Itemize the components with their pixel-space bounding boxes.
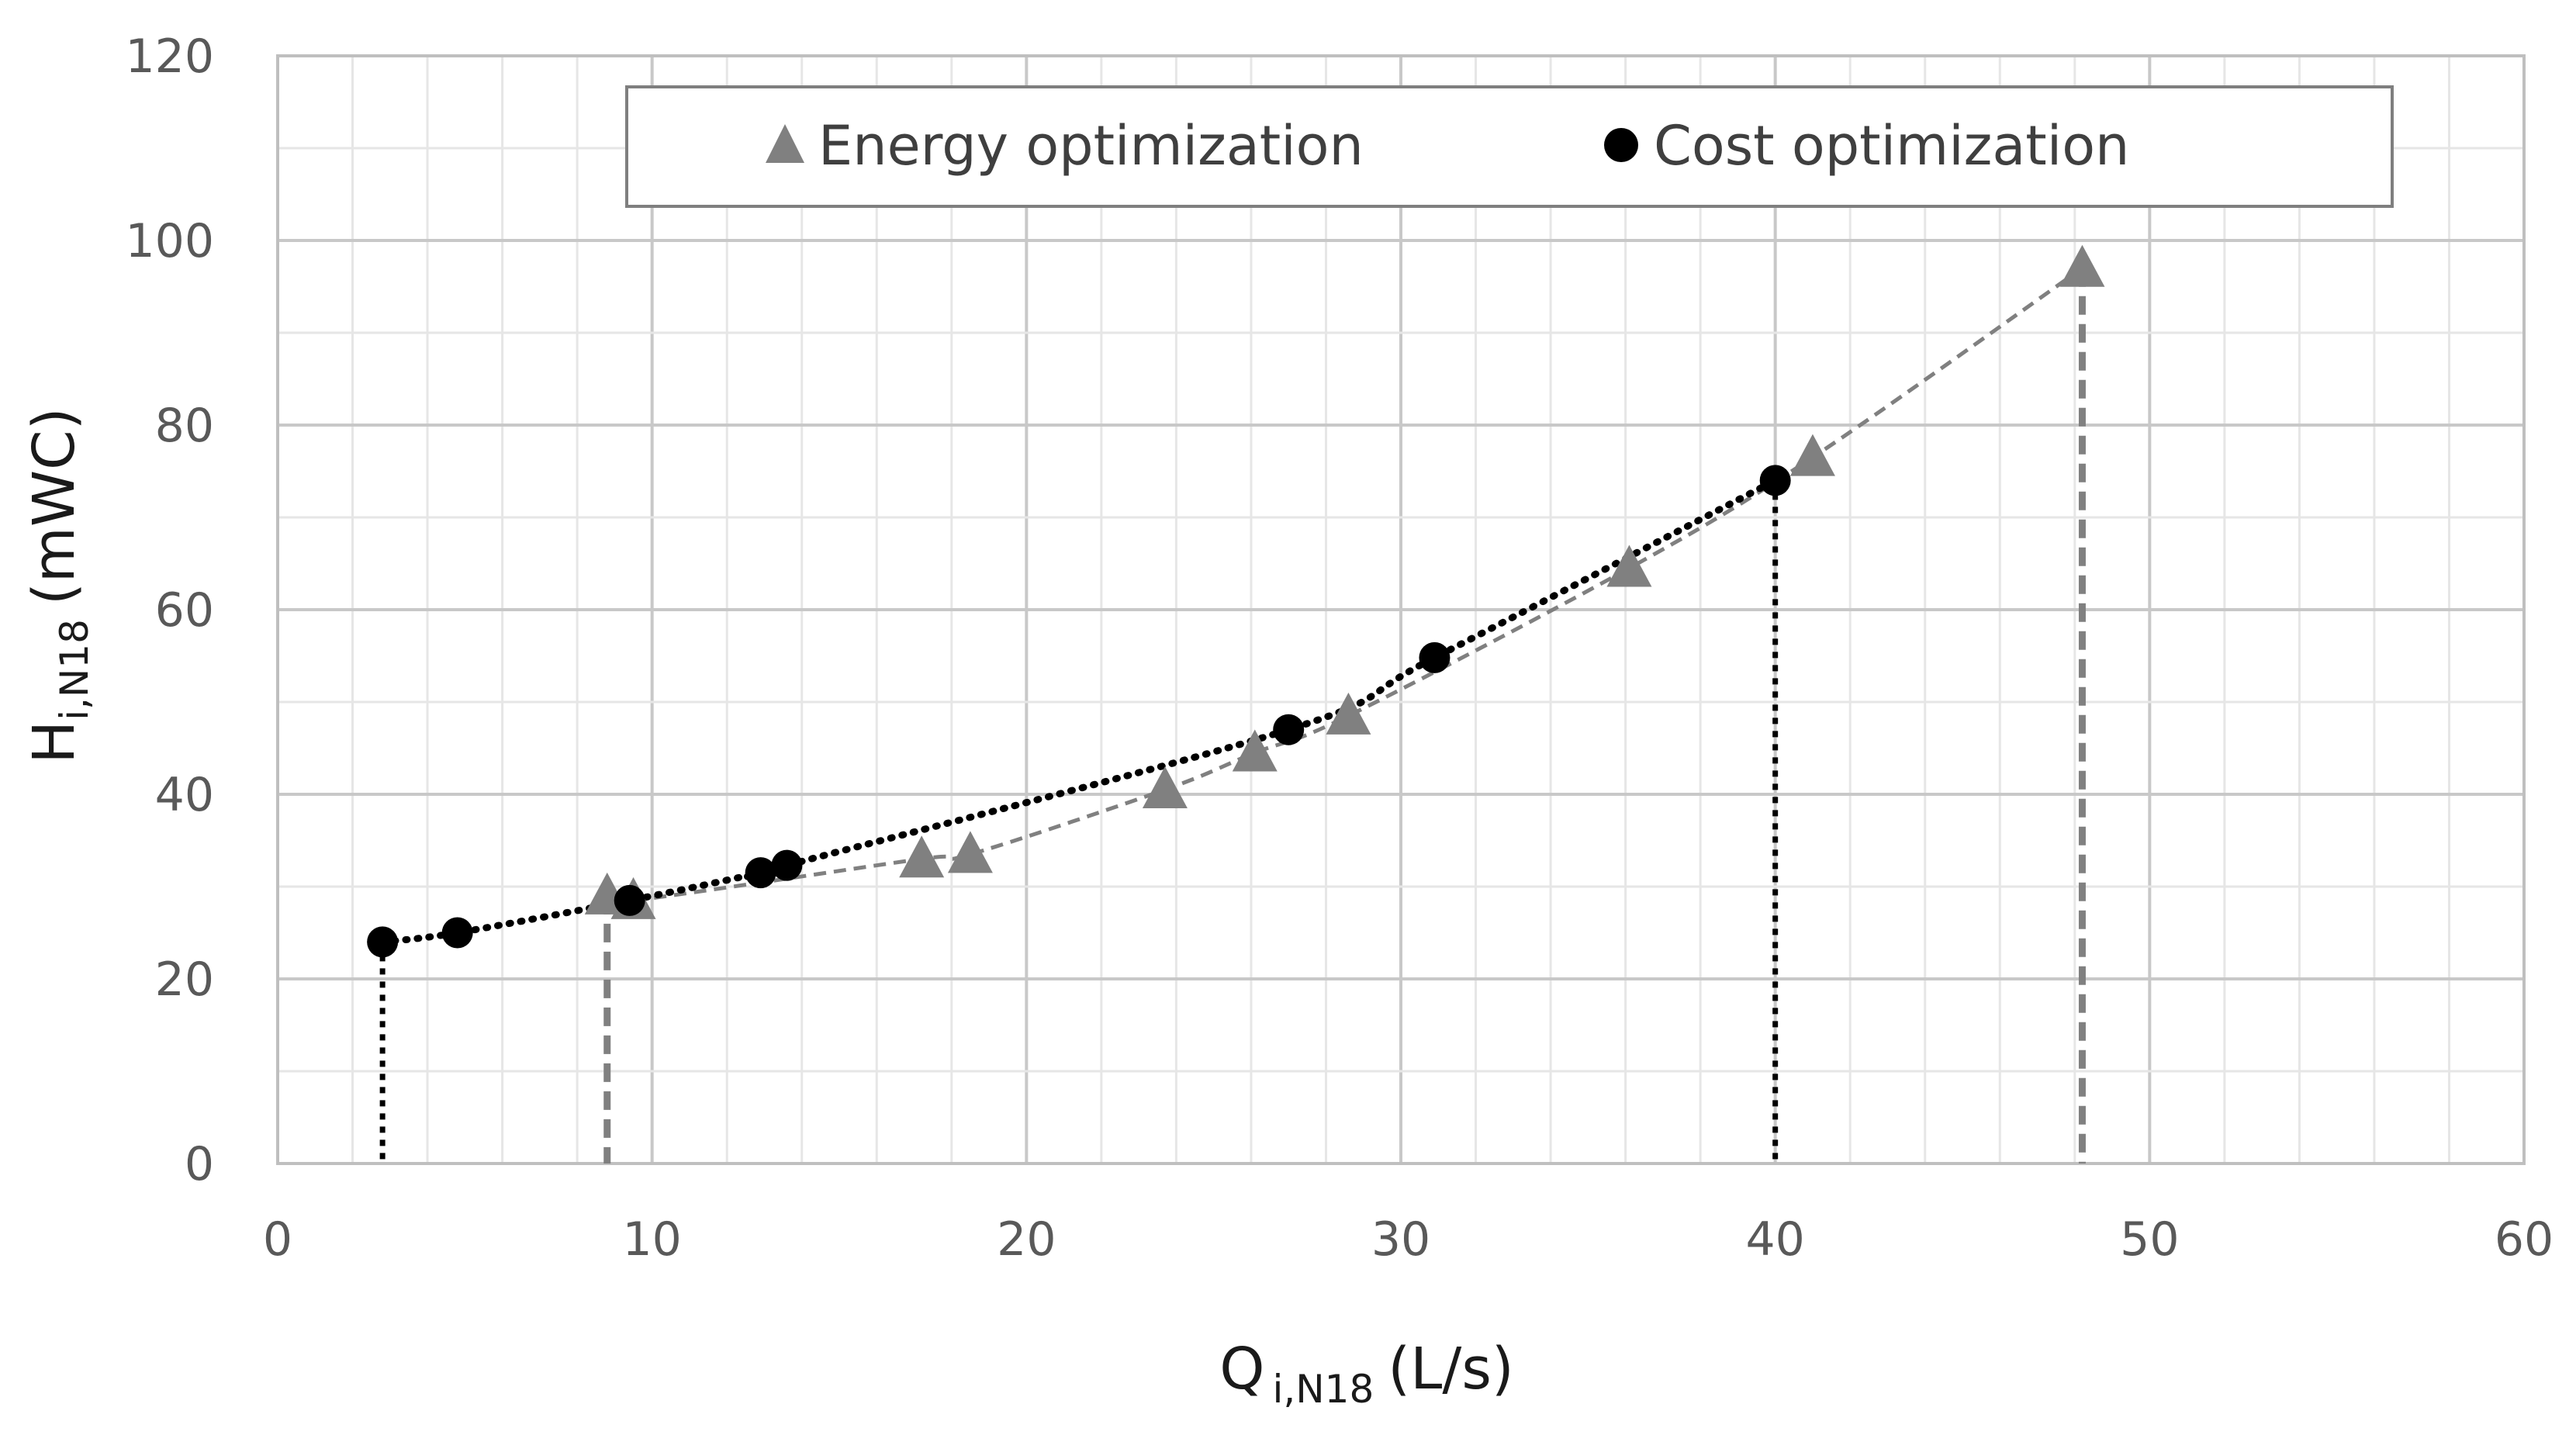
x-axis-tick-labels: 0 10 20 30 40 50 60 [263, 1212, 2554, 1267]
y-axis-title-sub: i,N18 [52, 619, 97, 721]
y-tick-label: 100 [125, 214, 214, 268]
data-point-cost-circle [1419, 641, 1451, 673]
legend-label-cost: Cost optimization [1654, 114, 2129, 178]
series-markers [367, 244, 2105, 958]
data-point-energy-triangle [1606, 545, 1652, 587]
y-tick-label: 80 [155, 399, 214, 453]
y-axis-title-unit: (mWC) [21, 407, 88, 605]
x-tick-label: 60 [2495, 1212, 2554, 1267]
x-tick-label: 50 [2120, 1212, 2179, 1267]
data-point-cost-circle [745, 857, 776, 889]
data-point-energy-triangle [1232, 729, 1278, 772]
data-point-cost-circle [1759, 465, 1791, 496]
legend: Energy optimization Cost optimization [625, 85, 2394, 208]
data-point-energy-triangle [899, 835, 945, 878]
x-tick-label: 10 [622, 1212, 681, 1267]
y-tick-label: 40 [155, 768, 214, 822]
legend-label-energy: Energy optimization [818, 114, 1364, 178]
series-line-cost [379, 476, 1779, 946]
x-tick-label: 30 [1371, 1212, 1430, 1267]
data-point-energy-triangle [1142, 766, 1188, 809]
x-tick-label: 40 [1745, 1212, 1804, 1267]
y-tick-label: 120 [125, 29, 214, 84]
y-axis-title-main: H [21, 721, 88, 764]
data-point-cost-circle [1273, 714, 1305, 745]
series-line-energy [600, 266, 2083, 904]
data-point-energy-triangle [1326, 692, 1371, 735]
x-axis-title-unit: (L/s) [1388, 1336, 1513, 1402]
y-axis-title: Hi,N18 (mWC) [21, 407, 97, 763]
x-tick-label: 20 [997, 1212, 1056, 1267]
y-tick-label: 0 [185, 1137, 214, 1191]
legend-box [625, 85, 2394, 208]
data-point-cost-circle [614, 884, 645, 916]
series-lines [379, 266, 2083, 946]
data-point-cost-circle [771, 849, 803, 881]
x-tick-label: 0 [263, 1212, 292, 1267]
y-tick-label: 60 [155, 583, 214, 638]
grid [276, 54, 2526, 1165]
x-axis-title-main: Q [1219, 1336, 1264, 1402]
data-point-cost-circle [441, 917, 473, 949]
y-tick-label: 20 [155, 953, 214, 1007]
data-point-energy-triangle [2059, 244, 2105, 287]
data-point-energy-triangle [947, 831, 993, 873]
plot-area-border [276, 54, 2526, 1165]
legend-marker-energy-triangle [766, 124, 804, 163]
data-point-energy-triangle [1789, 434, 1835, 476]
x-axis-title-sub: i,N18 [1272, 1367, 1374, 1412]
legend-marker-cost-circle [1604, 128, 1638, 162]
y-axis-tick-labels: 0 20 40 60 80 100 120 [125, 29, 214, 1191]
drop-lines [379, 268, 2086, 1164]
data-point-cost-circle [367, 926, 399, 958]
